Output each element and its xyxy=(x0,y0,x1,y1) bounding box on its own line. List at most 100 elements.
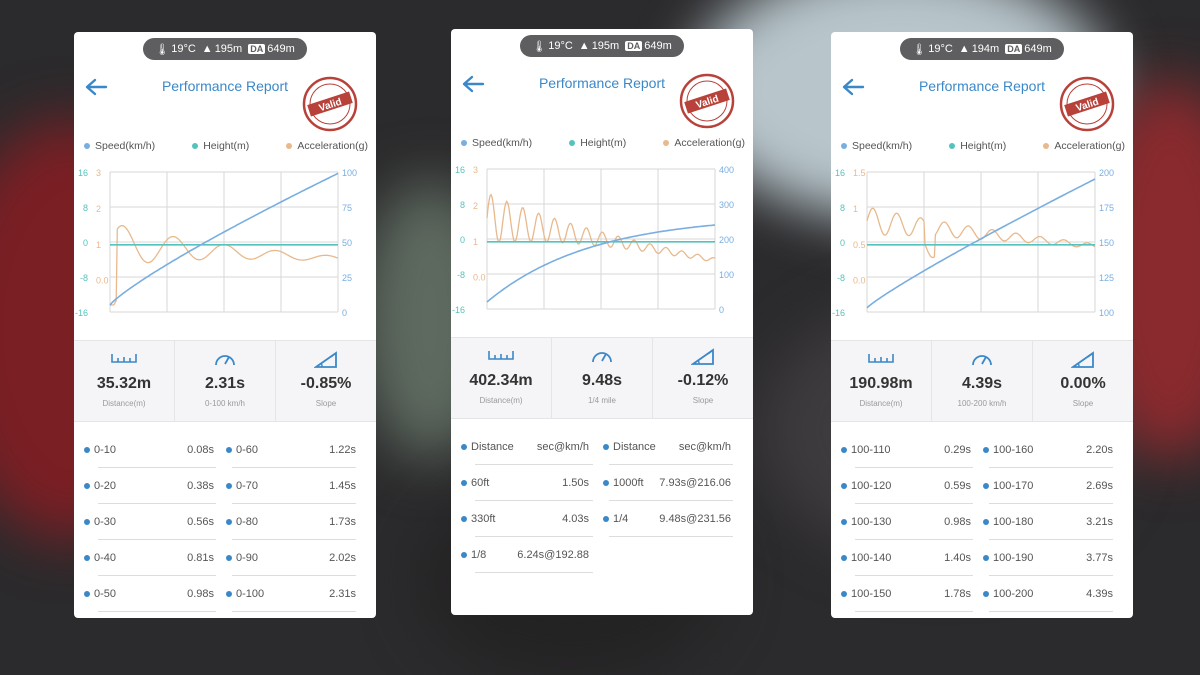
row-divider xyxy=(98,611,216,612)
table-row: Distance sec@km/h Distance sec@km/h xyxy=(461,429,743,465)
legend-height: Height(m) xyxy=(949,140,1006,152)
row-divider xyxy=(855,503,973,504)
cell-value: 0.08s xyxy=(187,444,214,456)
ruler-icon xyxy=(488,348,514,366)
table-row: 0-30 0.56s 0-80 1.73s xyxy=(84,504,366,540)
bullet-icon xyxy=(226,519,232,525)
bullet-icon xyxy=(84,591,90,597)
series-speed xyxy=(486,224,716,303)
cell-value: 3.21s xyxy=(1086,516,1113,528)
stat-value: 4.39s xyxy=(961,375,1003,392)
valid-stamp-icon: Valid xyxy=(679,73,735,129)
series-acceleration xyxy=(486,193,716,262)
bullet-icon xyxy=(84,447,90,453)
cell-value: 7.93s@216.06 xyxy=(659,477,731,489)
cell-key: 0-10 xyxy=(94,444,117,456)
tick-label-acceleration: 1 xyxy=(96,240,101,250)
cell-value: 2.20s xyxy=(1086,444,1113,456)
stat-label: Slope xyxy=(1072,399,1094,408)
thermometer-icon: 🌡︎ xyxy=(532,40,547,53)
chart-grid xyxy=(866,171,1096,313)
tick-label-height: 16 xyxy=(455,165,465,175)
table-cell: 0-20 0.38s xyxy=(84,468,214,504)
tick-label-speed: 175 xyxy=(1099,203,1114,213)
back-arrow-icon[interactable] xyxy=(841,78,865,96)
legend-acceleration: Acceleration(g) xyxy=(663,137,745,149)
stat-value: -0.12% xyxy=(677,372,729,389)
table-row: 100-130 0.98s 100-180 3.21s xyxy=(841,504,1123,540)
table-cell: 1/4 9.48s@231.56 xyxy=(603,501,731,537)
bullet-icon xyxy=(226,447,232,453)
temperature-value: 19°C xyxy=(171,43,196,55)
table-cell: 100-120 0.59s xyxy=(841,468,971,504)
stat-speedometer: 9.48s 1/4 mile xyxy=(551,338,652,418)
stat-value: 402.34m xyxy=(469,372,533,389)
bullet-icon xyxy=(226,555,232,561)
tick-label-acceleration: 0.5 xyxy=(853,240,866,250)
speedometer-icon xyxy=(591,348,613,369)
row-divider xyxy=(989,611,1113,612)
altitude-value: 195m xyxy=(591,40,620,52)
mountain-icon: ▲ xyxy=(958,43,970,55)
tick-label-height: 0 xyxy=(460,235,465,245)
cell-key: 100-130 xyxy=(851,516,892,528)
cell-value: 2.31s xyxy=(329,588,356,600)
bullet-icon xyxy=(84,555,90,561)
slope-icon xyxy=(690,348,715,371)
bullet-icon xyxy=(983,591,989,597)
cell-value: 2.02s xyxy=(329,552,356,564)
back-arrow-icon[interactable] xyxy=(461,75,485,93)
density-altitude-icon: DA xyxy=(625,41,643,51)
stat-label: 1/4 mile xyxy=(587,396,616,405)
cell-key: 100-180 xyxy=(993,516,1034,528)
table-cell: 100-150 1.78s xyxy=(841,576,971,612)
cell-key: 100-120 xyxy=(851,480,892,492)
cell-key: 100-200 xyxy=(993,588,1034,600)
temperature-value: 19°C xyxy=(928,43,953,55)
cell-value: 1.40s xyxy=(944,552,971,564)
bullet-icon xyxy=(603,516,609,522)
valid-stamp-icon: Valid xyxy=(302,76,358,132)
altitude-value: 194m xyxy=(971,43,1000,55)
cell-key: 0-90 xyxy=(236,552,259,564)
tick-label-height: 0 xyxy=(83,238,88,248)
bullet-icon xyxy=(983,483,989,489)
row-divider xyxy=(855,539,973,540)
series-speed xyxy=(866,178,1096,309)
tick-label-speed: 50 xyxy=(342,238,352,248)
cell-key: 1/4 xyxy=(613,513,629,525)
table-cell: 100-190 3.77s xyxy=(983,540,1113,576)
bullet-icon xyxy=(603,480,609,486)
cell-key: 1/8 xyxy=(471,549,487,561)
series-speed xyxy=(109,172,339,306)
stat-value: 190.98m xyxy=(849,375,913,392)
stat-value: 35.32m xyxy=(96,375,152,392)
tick-label-height: -16 xyxy=(452,305,465,315)
stat-label: Distance(m) xyxy=(102,399,146,408)
back-arrow-icon[interactable] xyxy=(84,78,108,96)
weather-pill: 🌡︎ 19°C ▲ 195m DA 649m xyxy=(520,35,684,57)
row-divider xyxy=(98,467,216,468)
table-cell: 100-130 0.98s xyxy=(841,504,971,540)
chart-legend: Speed(km/h) Height(m) Acceleration(g) xyxy=(84,140,368,152)
bullet-icon xyxy=(841,447,847,453)
row-divider xyxy=(855,467,973,468)
row-divider xyxy=(475,500,593,501)
tick-label-speed: 100 xyxy=(1099,308,1114,318)
legend-speed: Speed(km/h) xyxy=(841,140,912,152)
density-altitude-value: 649m xyxy=(267,43,295,55)
table-cell: 0-30 0.56s xyxy=(84,504,214,540)
bullet-icon xyxy=(226,591,232,597)
mountain-icon: ▲ xyxy=(201,43,213,55)
tick-label-height: -8 xyxy=(837,273,845,283)
row-divider xyxy=(232,467,356,468)
row-divider xyxy=(475,464,593,465)
table-cell: 100-170 2.69s xyxy=(983,468,1113,504)
bullet-icon xyxy=(461,444,467,450)
bullet-icon xyxy=(84,483,90,489)
stat-label: Slope xyxy=(692,396,714,405)
density-altitude-value: 649m xyxy=(644,40,672,52)
bullet-icon xyxy=(983,447,989,453)
cell-key: 1000ft xyxy=(613,477,644,489)
tick-label-height: 8 xyxy=(460,200,465,210)
